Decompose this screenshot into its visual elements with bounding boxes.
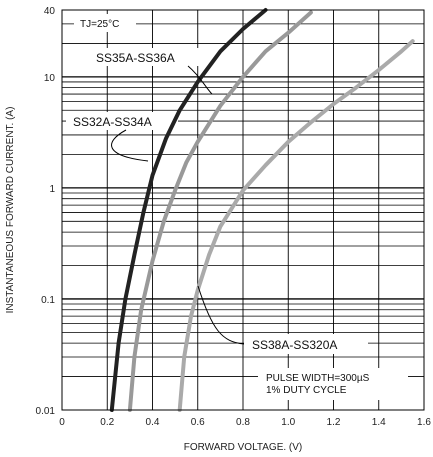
pulse-note-line1: PULSE WIDTH=300µS [266, 373, 370, 384]
y-tick-labels: 0.01 0.1 1 10 40 [36, 6, 56, 417]
annotation-boxes [66, 14, 408, 400]
x-tick-label: 0.4 [146, 417, 160, 428]
x-tick-label: 1.0 [281, 417, 295, 428]
series-line-2 [177, 39, 415, 412]
series-label-box-ss38 [244, 334, 368, 354]
y-tick-label: 40 [44, 6, 56, 17]
pulse-note-box [258, 368, 408, 400]
series-line-1 [127, 10, 313, 412]
x-tick-labels: 0 0.2 0.4 0.6 0.8 1.0 1.2 1.4 1.6 [59, 417, 431, 428]
condition-label: TJ=25°C [80, 19, 119, 30]
leader-lines [111, 65, 245, 345]
series-label-ss35: SS35A-SS36A [96, 51, 175, 65]
y-tick-label: 1 [49, 184, 55, 195]
condition-label-box [74, 14, 136, 32]
series-label-ss38: SS38A-SS320A [252, 338, 337, 352]
series-label-box-ss35 [88, 48, 202, 66]
x-tick-label: 0 [59, 417, 65, 428]
series-layer [109, 8, 415, 412]
grid-major [62, 10, 424, 410]
y-tick-label: 10 [44, 73, 56, 84]
leader-ss32 [111, 129, 149, 162]
x-tick-label: 1.6 [417, 417, 431, 428]
y-axis-title: INSTANTANEOUS FORWARD CURRENT. (A) [5, 107, 16, 314]
pulse-note-line2: 1% DUTY CYCLE [266, 385, 347, 396]
x-tick-label: 0.6 [191, 417, 205, 428]
series-label-ss32: SS32A-SS34A [73, 115, 152, 129]
leader-ss35 [187, 65, 213, 95]
x-axis-title: FORWARD VOLTAGE. (V) [184, 442, 303, 453]
x-tick-label: 1.4 [372, 417, 386, 428]
x-tick-label: 0.8 [236, 417, 250, 428]
x-tick-label: 0.2 [100, 417, 114, 428]
series-label-box-ss32 [66, 112, 178, 130]
x-tick-label: 1.2 [327, 417, 341, 428]
y-tick-label: 0.1 [41, 295, 55, 306]
leader-ss38 [197, 285, 245, 345]
series-line-0 [109, 8, 268, 412]
plot-frame [61, 9, 425, 411]
y-tick-label: 0.01 [36, 406, 56, 417]
